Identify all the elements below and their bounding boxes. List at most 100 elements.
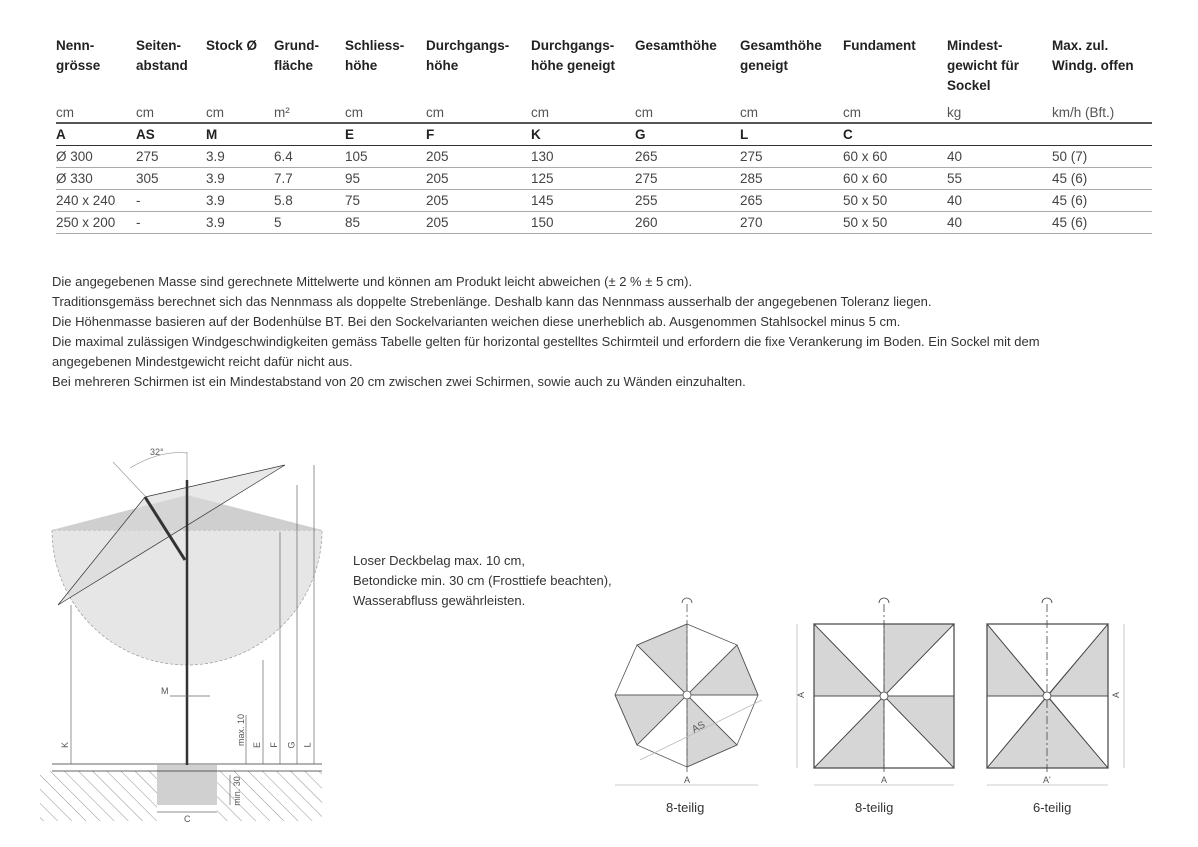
table-cell: C — [843, 123, 947, 146]
table-cell: Ø 300 — [56, 145, 136, 168]
column-header: Max. zul. Windg. offen — [1052, 38, 1134, 73]
table-cell: A — [56, 123, 136, 146]
installation-line: Betondicke min. 30 cm (Frosttiefe beacht… — [353, 573, 612, 588]
note-line: Traditionsgemäss berechnet sich das Nenn… — [52, 294, 932, 309]
table-cell: 3.9 — [206, 211, 274, 234]
notes: Die angegebenen Masse sind gerechnete Mi… — [52, 272, 1040, 392]
table-cell: 285 — [740, 167, 843, 190]
table-cell: K — [531, 123, 635, 146]
table-cell: 45 (6) — [1052, 189, 1152, 212]
table-cell: 60 x 60 — [843, 167, 947, 190]
table-cell: AS — [136, 123, 206, 146]
octagon-width-label: A — [684, 775, 691, 785]
table-cell: cm — [426, 98, 531, 124]
column-header: Durchgangs- höhe — [426, 38, 510, 73]
table-cell: 3.9 — [206, 189, 274, 212]
note-line: angegebenen Mindestgewicht reicht dafür … — [52, 354, 353, 369]
table-cell: E — [345, 123, 426, 146]
table-row: 240 x 240-3.9 5.8 75 205 145 255 265 50 x 50 40 4… — [56, 189, 1152, 212]
square6-height-label: A — [1111, 691, 1122, 699]
table-cell: 55 — [947, 167, 1052, 190]
dim-label-g: G — [286, 741, 297, 749]
dimensions-table: Nenn- grösse Seiten- abstand Stock Ø Grund-… — [56, 36, 1152, 234]
table-cell: 205 — [426, 145, 531, 168]
table-cell: L — [740, 123, 843, 146]
installation-line: Loser Deckbelag max. 10 cm, — [353, 553, 525, 568]
table-row: 250 x 200-3.9 5 85 205 150 260 270 50 x 50 40 45 … — [56, 211, 1152, 234]
dimension-letters-row: A AS M E F K G L C — [56, 123, 1152, 146]
table-cell — [947, 123, 1052, 146]
column-header: Stock Ø — [206, 38, 258, 53]
dim-label-f: F — [268, 742, 279, 748]
dim-label-e: E — [252, 741, 263, 749]
table-cell: km/h (Bft.) — [1052, 98, 1152, 124]
square8-caption: 8-teilig — [855, 800, 894, 815]
note-line: Die maximal zulässigen Windgeschwindigke… — [52, 334, 1040, 349]
table-cell: 5 — [274, 211, 345, 234]
note-line: Die angegebenen Masse sind gerechnete Mi… — [52, 274, 693, 289]
table-row: Ø 300 275 3.9 6.4 105 205 130 265 275 60 x 60 40 50… — [56, 145, 1152, 168]
dim-label-m: M — [161, 686, 169, 696]
installation-note: Loser Deckbelag max. 10 cm, Betondicke m… — [353, 551, 612, 611]
table-row: Ø 330 305 3.9 7.7 95 205 125 275 285 60 x 60 55 45 … — [56, 167, 1152, 190]
note-line: Die Höhenmasse basieren auf der Bodenhül… — [52, 314, 901, 329]
column-header: Schliess- höhe — [345, 38, 405, 73]
table-cell: cm — [206, 98, 274, 124]
table-cell: cm — [635, 98, 740, 124]
column-header: Seiten- abstand — [136, 38, 188, 73]
table-cell: 50 (7) — [1052, 145, 1152, 168]
table-cell: G — [635, 123, 740, 146]
table-cell: 265 — [635, 145, 740, 168]
square8-height-label: A — [796, 691, 807, 699]
square-8-top-view — [796, 597, 955, 786]
table-cell: 265 — [740, 189, 843, 212]
table-cell: 85 — [345, 211, 426, 234]
octagon-top-view — [614, 597, 763, 786]
table-cell: 40 — [947, 211, 1052, 234]
table-cell: kg — [947, 98, 1052, 124]
table-cell: 305 — [136, 167, 206, 190]
angle-label: 32° — [150, 447, 164, 457]
table-cell: 275 — [740, 145, 843, 168]
table-cell: M — [206, 123, 274, 146]
square6-width-label: A' — [1043, 775, 1051, 785]
note-line: Bei mehreren Schirmen ist ein Mindestabs… — [52, 374, 746, 389]
table-cell: 240 x 240 — [56, 189, 136, 212]
table-cell: 3.9 — [206, 145, 274, 168]
table-cell: 95 — [345, 167, 426, 190]
units-row: cm cm cm m² cm cm cm cm cm cm kg km/h (Bft.) — [56, 98, 1152, 124]
table-cell: 60 x 60 — [843, 145, 947, 168]
table-cell — [274, 123, 345, 146]
table-cell: m² — [274, 98, 345, 124]
table-cell: 130 — [531, 145, 635, 168]
table-cell: F — [426, 123, 531, 146]
table-cell: Ø 330 — [56, 167, 136, 190]
column-header: Grund- fläche — [274, 38, 319, 73]
table-cell — [1052, 123, 1152, 146]
table-cell: 150 — [531, 211, 635, 234]
table-cell: 105 — [345, 145, 426, 168]
table-cell: cm — [740, 98, 843, 124]
table-cell: 275 — [136, 145, 206, 168]
table-cell: 250 x 200 — [56, 211, 136, 234]
column-header: Mindest- gewicht für Sockel — [947, 38, 1020, 93]
square-6-top-view — [986, 597, 1125, 786]
table-cell: cm — [56, 98, 136, 124]
column-header: Durchgangs- höhe geneigt — [531, 38, 615, 73]
table-cell: cm — [531, 98, 635, 124]
column-header: Gesamthöhe — [635, 38, 717, 53]
umbrella-side-view — [40, 452, 323, 821]
table-cell: 125 — [531, 167, 635, 190]
dim-label-k: K — [60, 741, 71, 749]
table-cell: 45 (6) — [1052, 211, 1152, 234]
table-cell: - — [136, 189, 206, 212]
table-cell: 205 — [426, 211, 531, 234]
dim-label-l: L — [302, 742, 313, 748]
dim-label-min30: min. 30 — [231, 776, 242, 806]
dim-label-max10: max. 10 — [236, 713, 247, 747]
table-cell: cm — [136, 98, 206, 124]
table-cell: 50 x 50 — [843, 189, 947, 212]
table-cell: 3.9 — [206, 167, 274, 190]
